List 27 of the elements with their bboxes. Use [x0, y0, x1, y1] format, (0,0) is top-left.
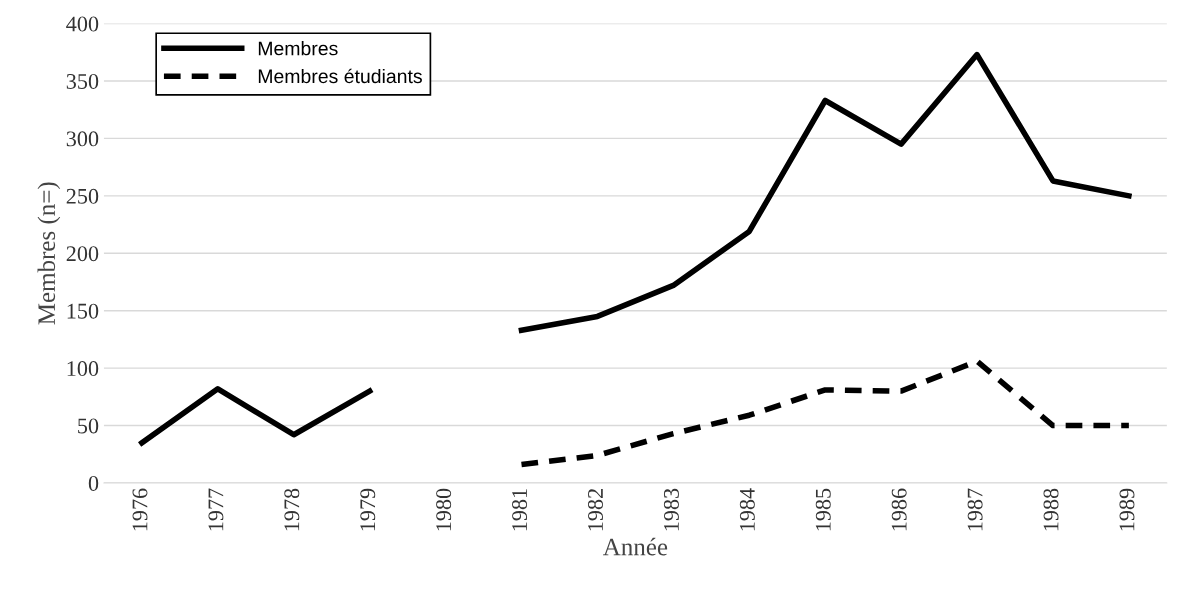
y-tick-label: 300: [66, 131, 99, 147]
x-tick-label: 1984: [739, 488, 755, 531]
x-tick-label: 1989: [1119, 488, 1135, 531]
x-tick-label: 1979: [360, 488, 376, 531]
y-tick-label: 100: [67, 361, 99, 377]
x-tick-label: 1985: [815, 488, 831, 531]
x-tick-label: 1983: [663, 488, 679, 531]
y-tick-label: 350: [66, 73, 99, 89]
y-tick-label: 400: [66, 16, 99, 32]
x-axis-title: Année: [603, 537, 668, 556]
x-tick-label: 1981: [512, 489, 528, 531]
x-tick-label: 1976: [132, 488, 148, 531]
y-tick-label: 150: [67, 303, 99, 319]
y-tick-label: 200: [66, 246, 99, 262]
y-tick-label: 250: [66, 188, 99, 204]
legend-label: Membres: [258, 41, 338, 56]
y-axis-title: Membres (n=): [37, 182, 61, 325]
x-tick-label: 1977: [208, 488, 224, 531]
legend-label: Membres étudiants: [258, 68, 422, 84]
x-tick-label: 1987: [967, 488, 983, 531]
x-tick-label: 1978: [284, 488, 300, 531]
x-tick-label: 1980: [436, 488, 452, 531]
x-tick-label: 1986: [891, 488, 907, 531]
x-tick-label: 1982: [587, 489, 603, 531]
y-tick-label: 50: [78, 418, 99, 434]
x-tick-label: 1988: [1043, 488, 1059, 531]
y-tick-label: 0: [88, 475, 99, 491]
